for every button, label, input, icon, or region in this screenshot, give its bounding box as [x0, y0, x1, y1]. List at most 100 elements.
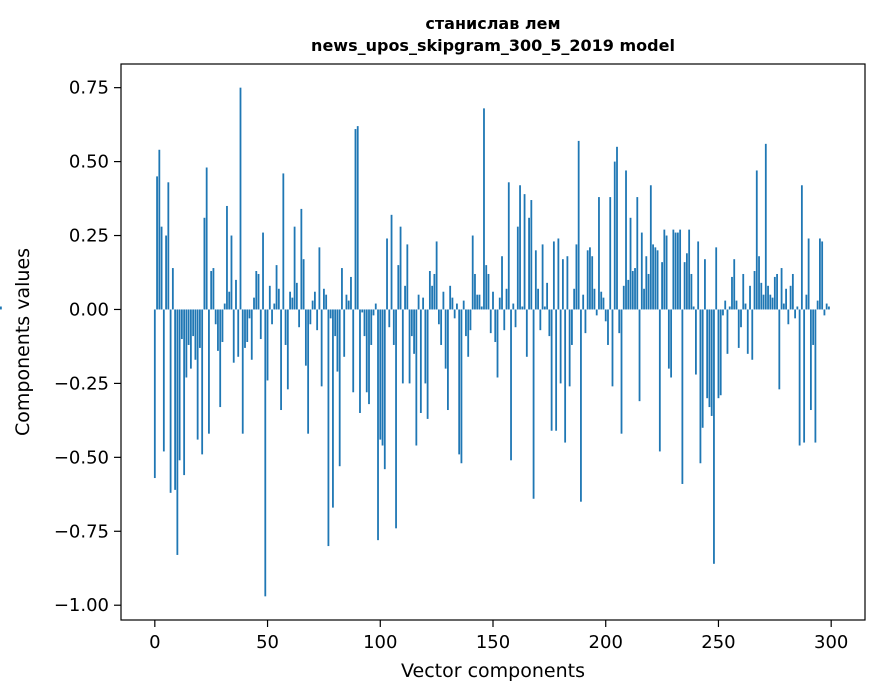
bar-component-76: [325, 294, 328, 310]
bar-component-106: [392, 309, 395, 345]
bar-component-116: [415, 309, 418, 446]
bar-component-235: [683, 262, 686, 310]
bar-component-227: [665, 235, 668, 310]
bar-component-102: [383, 309, 386, 470]
bar-component-86: [347, 300, 350, 310]
x-axis-label: Vector components: [401, 660, 585, 682]
bar-component-54: [275, 265, 278, 310]
bar-component-69: [309, 309, 312, 325]
bar-component-269: [760, 282, 763, 310]
bar-component-51: [268, 285, 271, 310]
bar-component-268: [758, 256, 760, 310]
bar-component-192: [586, 250, 589, 310]
bar-component-63: [295, 282, 298, 310]
bar-component-210: [627, 279, 630, 310]
bar-component-62: [293, 226, 296, 310]
bar-component-31: [223, 303, 226, 310]
bar-component-203: [611, 309, 614, 387]
bar-component-229: [670, 309, 673, 378]
bar-component-92: [361, 309, 364, 313]
bar-component-212: [631, 271, 634, 310]
bar-component-253: [724, 300, 727, 310]
bar-component-265: [751, 309, 754, 360]
bar-component-58: [284, 309, 287, 345]
bar-component-217: [643, 288, 645, 310]
y-tick-label: −0.25: [54, 373, 109, 394]
bar-component-294: [816, 300, 819, 310]
bar-component-16: [189, 309, 192, 369]
bar-component-126: [437, 309, 440, 325]
bar-component-205: [616, 146, 618, 310]
bar-component-56: [280, 309, 282, 411]
bar-component-214: [636, 197, 639, 310]
x-tick-label: 250: [701, 632, 735, 653]
bar-component-257: [733, 259, 736, 310]
bar-component-10: [176, 309, 179, 555]
bar-component-163: [521, 306, 524, 310]
bar-component-156: [505, 288, 508, 310]
bar-component-144: [478, 294, 481, 310]
bar-component-73: [318, 247, 321, 310]
bar-component-19: [196, 309, 199, 440]
bar-component-61: [291, 297, 294, 310]
bar-component-241: [697, 241, 700, 310]
bar-component-221: [652, 244, 654, 310]
bar-component-79: [332, 309, 334, 508]
bar-component-263: [746, 309, 749, 354]
bar-component-13: [183, 309, 186, 476]
bar-component-82: [338, 309, 341, 467]
bar-component-128: [442, 291, 445, 310]
bar-component-206: [618, 309, 621, 334]
bar-component-298: [825, 303, 828, 310]
bar-component-295: [819, 238, 821, 310]
bar-component-15: [187, 309, 190, 345]
x-tick-label: 50: [256, 632, 279, 653]
bar-component-232: [676, 232, 679, 310]
bar-component-293: [814, 309, 817, 443]
bar-component-175: [548, 309, 551, 337]
bar-component-112: [406, 244, 409, 310]
bar-component-247: [710, 309, 713, 416]
bar-component-194: [591, 256, 594, 310]
bar-component-27: [214, 309, 217, 325]
x-tick-label: 200: [589, 632, 623, 653]
bar-component-35: [232, 309, 235, 363]
bar-component-199: [602, 297, 605, 310]
bar-component-71: [313, 291, 316, 310]
bar-component-201: [607, 309, 609, 345]
bar-component-290: [807, 238, 810, 310]
y-tick-label: 0.75: [69, 78, 109, 99]
bar-component-252: [722, 309, 724, 316]
bar-component-81: [336, 309, 339, 372]
bar-component-44: [253, 297, 255, 310]
bar-component-284: [794, 309, 797, 319]
bar-component-5: [165, 235, 167, 310]
bar-component-273: [769, 294, 772, 310]
bar-component-286: [798, 309, 801, 446]
bar-component-100: [379, 309, 382, 440]
bar-component-270: [762, 294, 765, 310]
bar-component-123: [431, 285, 434, 310]
bar-component-34: [230, 235, 233, 310]
bar-component-167: [530, 200, 533, 310]
bar-component-55: [277, 288, 280, 310]
bar-component-30: [221, 309, 224, 342]
chart-subtitle: news_upos_skipgram_300_5_2019 model: [311, 36, 675, 55]
bar-component-228: [667, 309, 670, 369]
bar-component-274: [771, 297, 774, 310]
bar-component-141: [471, 235, 474, 310]
bar-component-297: [823, 309, 826, 316]
bar-component-146: [483, 108, 485, 310]
bar-component-239: [692, 306, 695, 310]
bar-component-155: [503, 309, 506, 331]
bar-component-226: [663, 229, 666, 310]
bar-component-1: [156, 176, 158, 310]
bar-component-20: [199, 309, 201, 348]
bar-component-0: [153, 309, 156, 479]
bar-component-103: [386, 238, 388, 310]
bar-component-236: [685, 253, 688, 310]
plot-frame: [120, 63, 866, 621]
bar-component-88: [352, 309, 355, 393]
bar-component-222: [654, 247, 657, 310]
bar-component-65: [300, 208, 303, 310]
